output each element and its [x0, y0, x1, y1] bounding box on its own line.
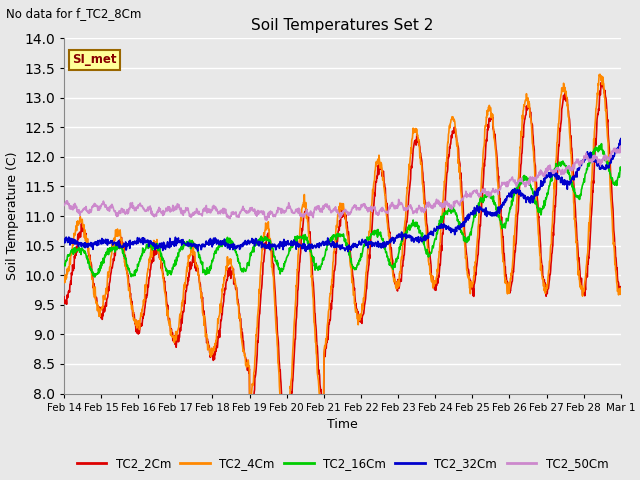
X-axis label: Time: Time	[327, 418, 358, 431]
Title: Soil Temperatures Set 2: Soil Temperatures Set 2	[252, 18, 433, 33]
Text: No data for f_TC2_8Cm: No data for f_TC2_8Cm	[6, 7, 142, 20]
Legend: TC2_2Cm, TC2_4Cm, TC2_16Cm, TC2_32Cm, TC2_50Cm: TC2_2Cm, TC2_4Cm, TC2_16Cm, TC2_32Cm, TC…	[72, 453, 613, 475]
Text: SI_met: SI_met	[72, 53, 117, 66]
Y-axis label: Soil Temperature (C): Soil Temperature (C)	[6, 152, 19, 280]
